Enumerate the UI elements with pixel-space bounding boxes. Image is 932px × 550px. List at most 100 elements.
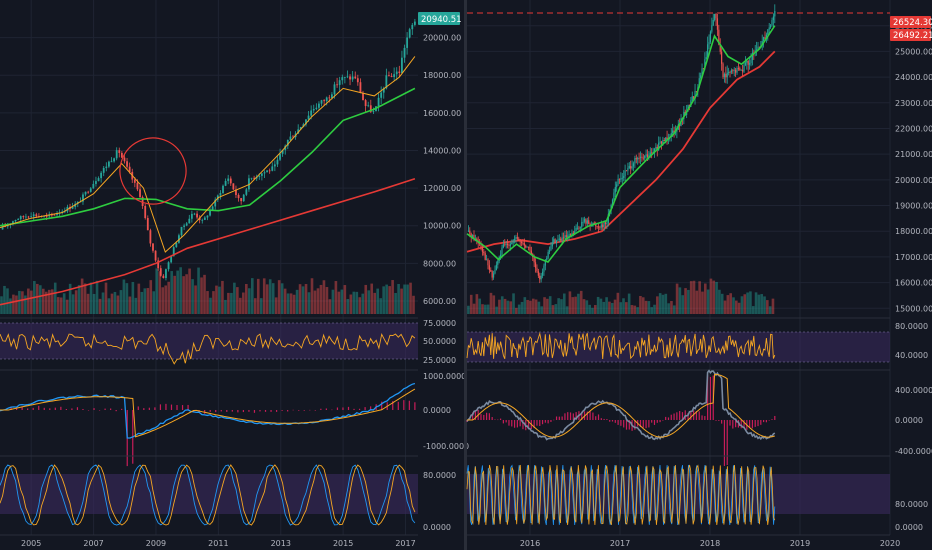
candle-body bbox=[32, 214, 35, 217]
histogram-bar bbox=[137, 406, 139, 410]
volume-bar bbox=[534, 299, 538, 314]
volume-bar bbox=[218, 286, 221, 314]
time-tick-label: 2015 bbox=[333, 539, 353, 548]
price-tick-label: 22000.00 bbox=[895, 124, 932, 133]
right-price-pane[interactable] bbox=[467, 0, 890, 316]
candle-body bbox=[550, 246, 552, 251]
candle-body bbox=[600, 224, 602, 228]
volume-bar bbox=[164, 285, 168, 314]
histogram-bar bbox=[60, 406, 62, 410]
volume-bar bbox=[613, 299, 617, 314]
candle-body bbox=[198, 217, 201, 221]
candle-body bbox=[162, 275, 165, 279]
histogram-bar bbox=[403, 400, 405, 410]
candle-body bbox=[756, 49, 758, 51]
right-resistance-label: 26492.21 bbox=[893, 31, 932, 41]
left-signal-line bbox=[0, 388, 416, 438]
candle-body bbox=[561, 237, 563, 241]
candle-body bbox=[544, 259, 546, 266]
volume-bar bbox=[520, 301, 524, 314]
volume-bar bbox=[256, 278, 260, 314]
candle-body bbox=[512, 240, 514, 244]
time-tick-label: 2005 bbox=[21, 539, 41, 548]
volume-bar bbox=[622, 298, 625, 314]
volume-bar bbox=[21, 291, 24, 314]
right-time-axis: 2016 2017 2018 2019 2020 bbox=[520, 539, 900, 548]
histogram-bar bbox=[751, 420, 754, 429]
volume-bar bbox=[161, 287, 165, 314]
candle-body bbox=[558, 238, 560, 240]
volume-bar bbox=[137, 283, 141, 314]
volume-bar bbox=[577, 293, 580, 314]
candle-body bbox=[364, 100, 367, 107]
candle-body bbox=[666, 137, 668, 140]
volume-bar bbox=[585, 300, 589, 314]
volume-bar bbox=[149, 280, 153, 314]
time-tick-label: 2017 bbox=[395, 539, 415, 548]
histogram-bar bbox=[76, 407, 79, 410]
candle-body bbox=[497, 261, 499, 265]
histogram-bar bbox=[287, 410, 289, 412]
histogram-bar bbox=[497, 419, 499, 421]
volume-bar bbox=[543, 297, 546, 314]
left-price-pane[interactable] bbox=[0, 0, 418, 316]
price-tick-label: 19000.00 bbox=[895, 202, 932, 211]
candle-body bbox=[484, 253, 486, 260]
histogram-bar bbox=[614, 420, 616, 423]
volume-bar bbox=[248, 288, 251, 314]
candle-body bbox=[307, 115, 310, 120]
volume-bar bbox=[59, 297, 63, 314]
candle-body bbox=[120, 152, 123, 158]
volume-bar bbox=[304, 284, 308, 314]
candle-body bbox=[568, 234, 570, 236]
candle-body bbox=[597, 226, 600, 228]
volume-bar bbox=[571, 297, 575, 314]
volume-bar bbox=[489, 292, 493, 314]
volume-bar bbox=[650, 307, 654, 314]
left-macd-tick-1000: 1000.0000 bbox=[423, 372, 466, 381]
histogram-bar bbox=[513, 420, 516, 428]
candle-body bbox=[325, 97, 328, 102]
histogram-bar bbox=[259, 410, 261, 412]
candle-body bbox=[557, 239, 559, 241]
histogram-bar bbox=[209, 410, 211, 412]
candle-body bbox=[511, 243, 513, 245]
right-rsi-line bbox=[466, 331, 776, 360]
candle-body bbox=[758, 46, 761, 48]
candle-body bbox=[175, 242, 178, 248]
histogram-bar bbox=[170, 404, 173, 410]
volume-bar bbox=[128, 296, 132, 314]
right-grid bbox=[467, 0, 891, 535]
left-candles bbox=[1, 18, 416, 281]
candle-body bbox=[749, 62, 751, 65]
histogram-bar bbox=[620, 420, 622, 426]
histogram-bar bbox=[625, 420, 628, 430]
candle-body bbox=[764, 37, 766, 39]
right-rsi-band bbox=[467, 332, 890, 362]
histogram-bar bbox=[639, 420, 642, 428]
volume-bar bbox=[286, 293, 290, 314]
candle-body bbox=[701, 68, 703, 76]
histogram-bar bbox=[541, 420, 544, 425]
candle-body bbox=[53, 214, 56, 216]
histogram-bar bbox=[38, 405, 40, 410]
histogram-bar bbox=[248, 410, 250, 412]
histogram-bar bbox=[589, 411, 591, 420]
volume-bar bbox=[27, 288, 30, 314]
left-macd-tick-0: 0.0000 bbox=[423, 406, 451, 415]
histogram-bar bbox=[505, 420, 507, 423]
volume-bar bbox=[191, 279, 194, 314]
histogram-bar bbox=[721, 420, 723, 424]
histogram-bar bbox=[494, 419, 496, 420]
histogram-bar bbox=[656, 420, 658, 423]
candle-body bbox=[644, 155, 646, 159]
candle-body bbox=[533, 257, 535, 263]
candle-body bbox=[663, 140, 665, 142]
candle-body bbox=[546, 257, 548, 260]
volume-bar bbox=[62, 293, 66, 314]
volume-bar bbox=[224, 299, 227, 314]
candle-body bbox=[359, 82, 362, 93]
volume-bar bbox=[167, 281, 170, 314]
candle-body bbox=[411, 24, 414, 30]
